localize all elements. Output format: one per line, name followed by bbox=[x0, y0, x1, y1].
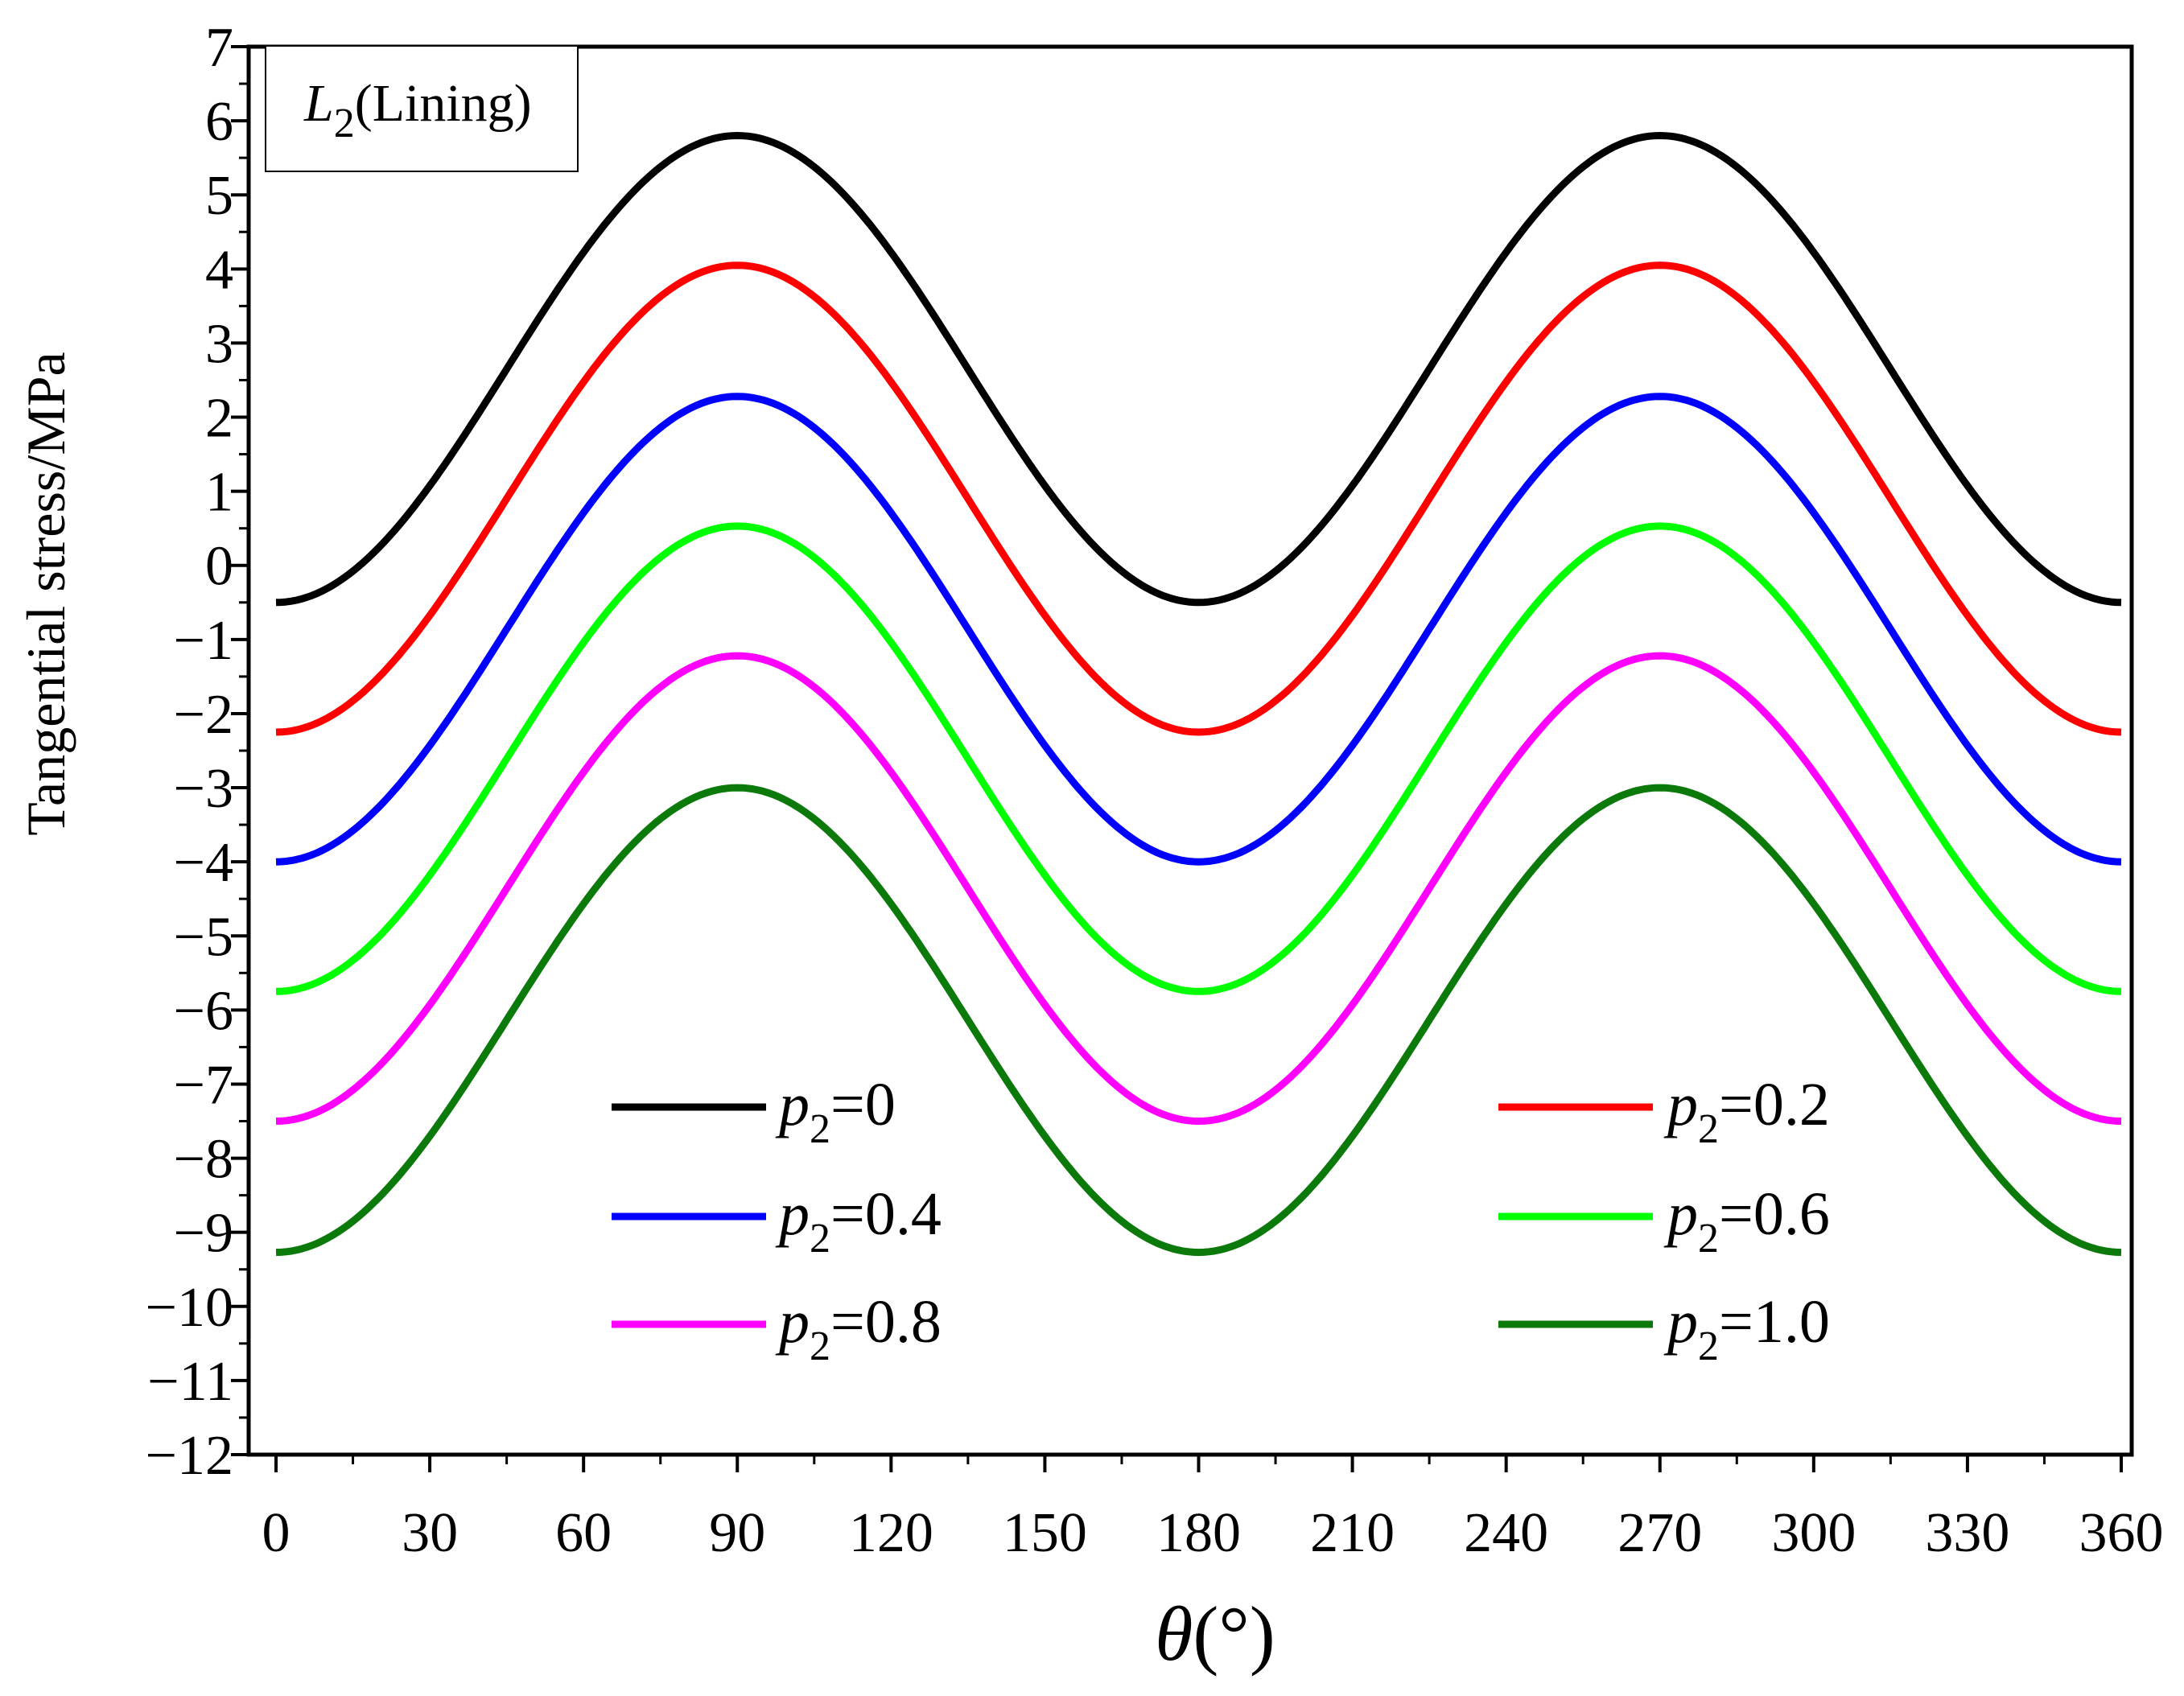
y-axis-title: Tangential stress/MPa bbox=[15, 352, 76, 835]
legend-label-0: p2=0 bbox=[775, 1071, 896, 1152]
x-tick-label: 0 bbox=[262, 1502, 291, 1564]
legend-label-4: p2=0.8 bbox=[775, 1288, 942, 1369]
y-tick-label: 5 bbox=[205, 165, 233, 227]
y-tick-label: −5 bbox=[174, 906, 233, 968]
x-tick-label: 300 bbox=[1771, 1502, 1856, 1564]
y-tick-label: −1 bbox=[174, 610, 233, 672]
legend-label-3: p2=0.6 bbox=[1663, 1180, 1830, 1262]
y-tick-label: 1 bbox=[205, 462, 233, 524]
x-axis-title-symbol: θ bbox=[1155, 1591, 1193, 1677]
series-line-3 bbox=[275, 522, 2122, 995]
annotation-box: L2(Lining) bbox=[265, 45, 579, 172]
y-tick-label: −12 bbox=[146, 1425, 233, 1487]
y-tick-label: −10 bbox=[146, 1277, 233, 1339]
x-tick-label: 60 bbox=[555, 1502, 612, 1564]
y-tick-label: 0 bbox=[205, 536, 233, 598]
y-tick-label: −4 bbox=[174, 832, 233, 894]
y-tick-label: −3 bbox=[174, 758, 233, 820]
x-tick-label: 90 bbox=[709, 1502, 765, 1564]
x-tick-label: 360 bbox=[2079, 1502, 2164, 1564]
series-line-4 bbox=[275, 652, 2122, 1125]
series-line-1 bbox=[275, 261, 2122, 736]
svg-text:L2(Lining): L2(Lining) bbox=[303, 74, 532, 146]
legend-label-5: p2=1.0 bbox=[1663, 1288, 1830, 1369]
annotation-frame bbox=[265, 45, 579, 172]
legend-label-2: p2=0.4 bbox=[775, 1180, 942, 1262]
y-tick-label: −11 bbox=[147, 1351, 233, 1413]
series-lines bbox=[275, 132, 2122, 1257]
x-axis-title: θ(°) bbox=[1155, 1591, 1275, 1677]
legend-label-1: p2=0.2 bbox=[1663, 1071, 1830, 1152]
annotation-sub: 2 bbox=[334, 101, 355, 146]
y-tick-label: −7 bbox=[174, 1054, 233, 1116]
x-tick-label: 150 bbox=[1003, 1502, 1087, 1564]
legend: p2=0 p2=0.2 p2=0.4 p2=0.6 p2=0.8 p2=1.0 bbox=[612, 1071, 1830, 1369]
series-line-5 bbox=[275, 784, 2122, 1257]
y-tick-label: −8 bbox=[174, 1129, 233, 1191]
series-line-0 bbox=[275, 132, 2122, 607]
y-tick-label: 6 bbox=[205, 91, 233, 153]
x-tick-label: 120 bbox=[849, 1502, 933, 1564]
x-tick-label: 240 bbox=[1464, 1502, 1548, 1564]
x-tick-label: 30 bbox=[402, 1502, 458, 1564]
x-tick-label: 330 bbox=[1925, 1502, 2009, 1564]
annotation-suffix: (Lining) bbox=[355, 74, 532, 133]
x-tick-label: 270 bbox=[1617, 1502, 1702, 1564]
y-tick-label: 3 bbox=[205, 313, 233, 375]
series-line-2 bbox=[275, 393, 2122, 866]
annotation-main: L bbox=[303, 74, 334, 133]
plot-frame bbox=[246, 44, 2134, 1457]
x-tick-label: 180 bbox=[1156, 1502, 1241, 1564]
x-axis-title-unit: (°) bbox=[1193, 1591, 1275, 1677]
y-tick-label: 2 bbox=[205, 388, 233, 450]
y-tick-label: 4 bbox=[205, 239, 233, 301]
y-tick-label: −6 bbox=[174, 980, 233, 1042]
x-tick-label: 210 bbox=[1310, 1502, 1395, 1564]
y-tick-label: −9 bbox=[174, 1203, 233, 1265]
y-tick-label: 7 bbox=[205, 17, 233, 79]
y-tick-label: −2 bbox=[174, 684, 233, 746]
